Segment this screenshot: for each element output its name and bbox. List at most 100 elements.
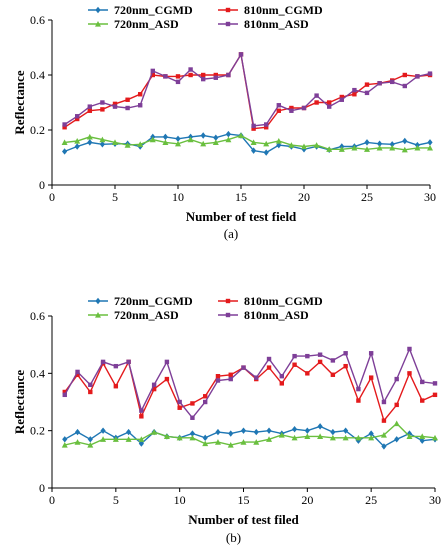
data-point <box>213 72 218 78</box>
data-point <box>254 375 259 380</box>
data-point <box>330 428 336 436</box>
data-point <box>126 359 131 365</box>
data-point <box>415 74 420 79</box>
data-point <box>390 79 395 85</box>
legend-entry-label: 810nm_CGMD <box>244 3 323 17</box>
data-point <box>381 418 387 423</box>
x-ticks-a: 0 5 10 15 20 25 30 <box>49 185 436 204</box>
data-point <box>87 104 92 109</box>
data-point <box>276 141 282 149</box>
data-point <box>138 92 143 97</box>
y-tick-label: 0.4 <box>30 366 45 380</box>
series-group-a <box>61 52 433 156</box>
data-point <box>420 398 425 403</box>
x-tick-label: 10 <box>174 493 186 507</box>
data-point <box>151 429 158 435</box>
data-point <box>113 384 119 389</box>
y-tick-label: 0.6 <box>30 309 45 323</box>
data-point <box>266 427 272 434</box>
data-point <box>279 381 284 386</box>
chart-panel-b: 720nm_CGMD 810nm_CGMD 720nm_ASD 810nm_ASD 0… <box>12 294 441 545</box>
data-point <box>215 374 221 379</box>
data-point <box>62 436 68 443</box>
data-point <box>176 434 183 441</box>
data-point <box>253 428 259 436</box>
data-point <box>313 142 320 148</box>
data-point <box>327 100 332 105</box>
data-point <box>317 352 323 357</box>
data-point <box>74 439 81 445</box>
data-point <box>304 433 311 439</box>
data-point <box>393 420 400 427</box>
data-point <box>432 381 438 386</box>
series-line <box>64 425 436 448</box>
data-point <box>175 79 181 85</box>
y-tick-label: 0.4 <box>30 68 45 82</box>
data-point <box>253 439 260 445</box>
data-point <box>288 142 295 148</box>
data-point <box>314 100 319 105</box>
data-point <box>124 142 131 148</box>
data-point <box>61 139 68 145</box>
x-ticks-b: 0 5 10 15 20 25 30 <box>49 488 441 507</box>
legend-entry-label: 720nm_ASD <box>114 17 179 31</box>
data-point <box>213 134 219 141</box>
legend-swatch-marker <box>95 6 101 14</box>
data-point <box>364 90 370 96</box>
panel-label: (a) <box>224 226 238 241</box>
data-point <box>266 436 273 442</box>
series-line <box>64 134 430 151</box>
legend-swatch-marker <box>225 298 231 304</box>
data-point <box>150 68 155 74</box>
data-point <box>381 399 387 405</box>
x-tick-label: 20 <box>298 190 310 204</box>
legend-b: 720nm_CGMD 810nm_CGMD 720nm_ASD 810nm_ASD <box>88 294 323 322</box>
data-point <box>276 108 281 113</box>
data-point <box>139 408 144 413</box>
data-point <box>88 389 93 395</box>
data-point <box>100 436 107 442</box>
data-point <box>407 371 412 376</box>
data-point <box>427 139 433 146</box>
data-point <box>202 434 208 442</box>
data-point <box>264 125 269 130</box>
data-point <box>343 351 348 356</box>
data-point <box>112 104 118 109</box>
data-point <box>279 374 284 379</box>
data-point <box>75 369 80 375</box>
data-point <box>164 359 170 365</box>
data-point <box>62 148 68 155</box>
x-tick-label: 30 <box>424 190 436 204</box>
data-point <box>314 93 319 98</box>
data-point <box>401 146 408 153</box>
data-point <box>275 138 282 144</box>
data-point <box>251 147 257 154</box>
data-point <box>163 74 168 79</box>
data-point <box>355 434 362 441</box>
data-point <box>175 74 181 79</box>
data-point <box>339 94 344 100</box>
data-point <box>414 144 421 151</box>
data-point <box>291 426 298 433</box>
data-point <box>381 443 387 450</box>
data-point <box>163 433 170 439</box>
data-point <box>419 433 426 439</box>
data-point <box>164 376 170 382</box>
data-point <box>251 126 256 131</box>
data-point <box>100 100 105 105</box>
chart-panel-a: 720nm_CGMD 810nm_CGMD 720nm_ASD 810nm_ASD 0… <box>12 3 436 241</box>
data-point <box>419 437 425 444</box>
data-point <box>338 146 345 152</box>
data-point <box>189 430 196 437</box>
data-point <box>203 394 208 399</box>
data-point <box>238 132 244 139</box>
data-point <box>100 107 105 112</box>
data-point <box>394 436 400 443</box>
data-point <box>327 104 332 109</box>
data-point <box>100 359 106 365</box>
data-point <box>380 431 387 438</box>
y-ticks-b: 0 0.2 0.4 0.6 <box>30 309 52 495</box>
x-tick-label: 30 <box>429 493 441 507</box>
data-point <box>301 105 307 111</box>
